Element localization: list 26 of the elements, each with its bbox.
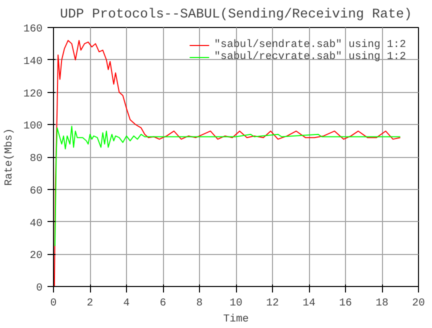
x-tick-label: 14 <box>302 298 316 310</box>
x-tick-label: 2 <box>86 298 94 310</box>
y-tick-label: 20 <box>30 250 43 262</box>
y-tick-label: 120 <box>23 88 43 100</box>
y-tick-label: 40 <box>30 218 43 230</box>
y-tick-label: 60 <box>30 185 43 198</box>
y-tick-label: 80 <box>30 153 43 165</box>
x-tick-label: 4 <box>123 298 130 310</box>
y-tick-label: 140 <box>23 56 43 68</box>
legend-label: "sabul/sendrate.sab" using 1:2 <box>214 39 406 51</box>
x-tick-label: 10 <box>230 298 242 310</box>
x-tick-label: 12 <box>266 298 279 310</box>
x-tick-label: 0 <box>50 298 57 310</box>
x-tick-label: 18 <box>376 298 388 310</box>
line-series <box>54 126 401 247</box>
legend-label: "sabul/recvrate.sab" using 1:2 <box>214 51 406 63</box>
x-axis-title: Time <box>223 314 249 326</box>
x-tick-label: 16 <box>339 298 352 310</box>
chart-title: UDP Protocols--SABUL(Sending/Receiving Rate) <box>60 8 412 22</box>
y-axis-title: Rate(Mbs) <box>3 128 16 186</box>
x-tick-label: 20 <box>412 298 425 310</box>
y-tick-label: 160 <box>23 24 43 36</box>
x-tick-label: 8 <box>196 298 203 310</box>
x-tick-label: 6 <box>160 298 166 310</box>
y-tick-label: 100 <box>23 120 43 133</box>
y-tick-label: 0 <box>36 282 43 294</box>
